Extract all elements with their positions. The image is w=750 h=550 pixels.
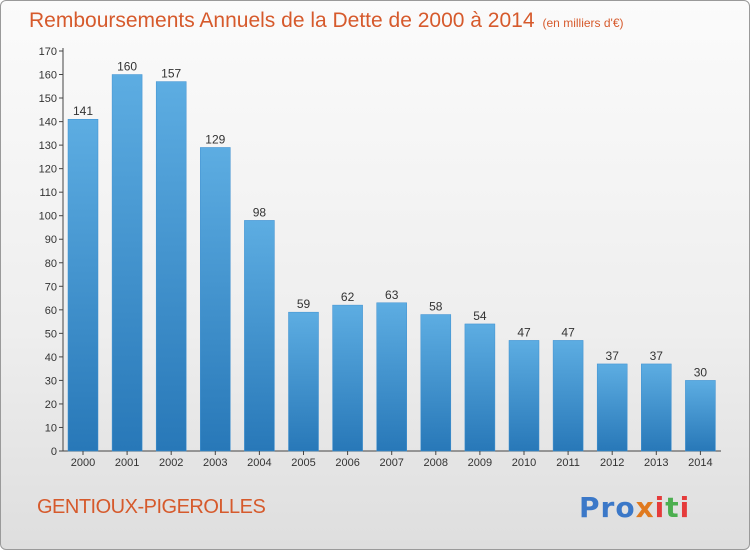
- data-label: 59: [297, 297, 311, 311]
- data-label: 62: [341, 290, 355, 304]
- x-tick-label: 2004: [247, 457, 271, 469]
- y-tick-label: 100: [39, 211, 57, 223]
- x-tick-label: 2007: [379, 457, 403, 469]
- y-tick-label: 160: [39, 70, 57, 82]
- bar: [552, 340, 584, 452]
- bar: [111, 74, 143, 452]
- data-label: 37: [606, 349, 620, 363]
- data-label: 129: [205, 132, 225, 146]
- chart-title: Remboursements Annuels de la Dette de 20…: [29, 9, 624, 33]
- bar: [288, 311, 319, 452]
- bar: [376, 302, 407, 452]
- x-tick-label: 2000: [71, 457, 95, 469]
- bar: [685, 380, 716, 452]
- y-tick-label: 70: [45, 281, 57, 293]
- y-tick-label: 50: [45, 328, 57, 340]
- x-tick-label: 2011: [556, 457, 580, 469]
- bar: [155, 81, 187, 452]
- proxiti-logo: Proxiti: [579, 491, 691, 524]
- data-label: 157: [161, 67, 181, 81]
- data-label: 37: [650, 349, 664, 363]
- y-tick-label: 120: [39, 164, 57, 176]
- x-tick-label: 2005: [291, 457, 315, 469]
- y-tick-label: 130: [39, 140, 57, 152]
- y-tick-label: 20: [45, 399, 57, 411]
- y-tick-label: 80: [45, 258, 57, 270]
- x-tick-label: 2012: [600, 457, 624, 469]
- x-tick-label: 2001: [115, 457, 139, 469]
- data-label: 54: [473, 309, 487, 323]
- bar: [67, 118, 99, 452]
- bar: [244, 220, 275, 452]
- data-label: 30: [694, 365, 708, 379]
- x-tick-label: 2014: [688, 457, 712, 469]
- x-tick-label: 2002: [159, 457, 183, 469]
- y-tick-label: 90: [45, 234, 57, 246]
- x-tick-label: 2009: [468, 457, 492, 469]
- y-tick-label: 170: [39, 46, 57, 58]
- y-tick-label: 150: [39, 93, 57, 105]
- x-tick-label: 2003: [203, 457, 227, 469]
- data-label: 98: [253, 205, 267, 219]
- bar: [200, 147, 231, 452]
- x-tick-label: 2008: [424, 457, 448, 469]
- bar: [332, 304, 363, 452]
- data-label: 160: [117, 60, 137, 74]
- bar: [464, 323, 496, 452]
- x-tick-label: 2010: [512, 457, 536, 469]
- bar: [420, 314, 452, 452]
- commune-name: GENTIOUX-PIGEROLLES: [37, 496, 266, 518]
- chart-title-text: Remboursements Annuels de la Dette de 20…: [29, 9, 535, 32]
- y-tick-label: 110: [39, 187, 57, 199]
- y-tick-label: 40: [45, 352, 57, 364]
- x-tick-label: 2013: [644, 457, 668, 469]
- data-label: 47: [561, 325, 575, 339]
- chart-unit: (en milliers d'€): [542, 16, 624, 30]
- y-tick-label: 60: [45, 305, 57, 317]
- data-label: 47: [517, 325, 531, 339]
- y-tick-label: 30: [45, 375, 57, 387]
- bar: [641, 363, 672, 452]
- bar: [596, 363, 628, 452]
- bar: [508, 340, 540, 452]
- data-label: 141: [73, 104, 93, 118]
- y-tick-label: 140: [39, 117, 57, 129]
- data-label: 63: [385, 288, 399, 302]
- y-tick-label: 0: [51, 446, 57, 458]
- x-tick-label: 2006: [335, 457, 359, 469]
- data-label: 58: [429, 300, 443, 314]
- y-tick-label: 10: [45, 422, 57, 434]
